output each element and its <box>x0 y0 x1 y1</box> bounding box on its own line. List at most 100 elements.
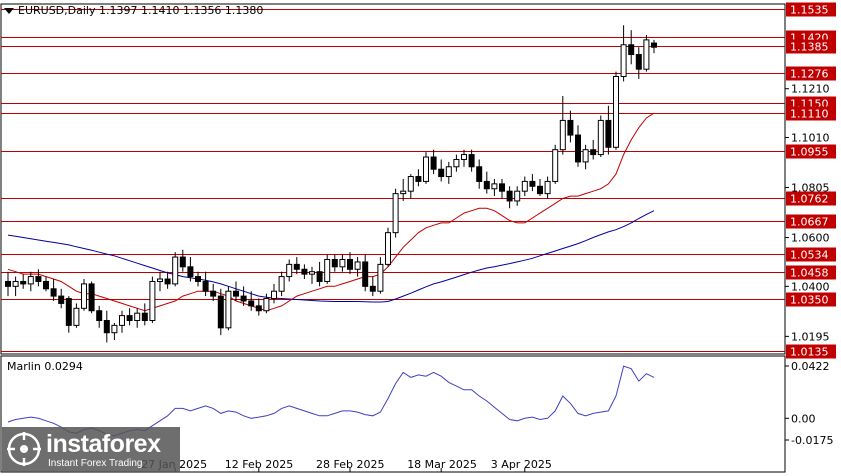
candle-body <box>271 290 277 300</box>
candle-body <box>316 271 323 282</box>
candle-body <box>362 261 369 287</box>
level-label-bg <box>786 191 836 206</box>
candle-body <box>187 266 194 278</box>
candle-body <box>377 263 384 292</box>
candle-body <box>613 76 619 148</box>
logo-name: instaforex <box>46 430 161 458</box>
candle-body <box>103 320 110 334</box>
candle-body <box>331 259 338 268</box>
level-label: 1.0534 <box>790 249 829 262</box>
candle-body <box>651 42 657 48</box>
candle-body <box>354 261 361 270</box>
candle-body <box>453 158 460 168</box>
level-label-bg <box>786 39 836 54</box>
level-label-bg <box>786 292 836 307</box>
level-label-bg <box>786 106 836 121</box>
candle-body <box>445 166 452 178</box>
price-tick-label: 1.0805 <box>791 182 830 195</box>
candle-body <box>88 283 95 312</box>
level-label-bg <box>786 344 836 359</box>
candle-body <box>506 190 513 202</box>
dropdown-triangle-icon[interactable] <box>4 8 14 14</box>
candle-body <box>461 154 467 160</box>
logo-tagline: Instant Forex Trading <box>48 458 143 469</box>
candle-body <box>65 298 72 326</box>
candle-body <box>491 183 498 190</box>
candle-body <box>392 193 399 234</box>
price-tick-label: 1.0400 <box>791 280 830 293</box>
level-label-bg <box>786 247 836 262</box>
level-label: 1.0762 <box>790 193 829 206</box>
candle-body <box>164 278 171 285</box>
candle-body <box>514 190 521 202</box>
level-label: 1.0350 <box>790 294 829 307</box>
date-tick-label: 12 Feb 2025 <box>225 458 293 471</box>
candle-body <box>217 295 224 329</box>
candle-body <box>324 259 331 282</box>
candle-body <box>582 149 589 163</box>
level-label-bg <box>786 66 836 81</box>
level-label-bg <box>786 2 836 17</box>
candle-body <box>347 259 353 270</box>
oscillator-tick-label: -0.0175 <box>791 434 833 447</box>
candle-body <box>605 119 612 148</box>
instaforex-logo: instaforex Instant Forex Trading <box>2 427 180 472</box>
candle-body <box>27 276 34 285</box>
candle-body <box>210 290 217 297</box>
candle-body <box>597 119 604 156</box>
candle-body <box>385 232 391 265</box>
candle-body <box>111 324 118 334</box>
candle-body <box>248 300 255 307</box>
candle-body <box>35 276 42 282</box>
level-label: 1.0667 <box>790 216 829 229</box>
candle-body <box>643 39 650 70</box>
candle-body <box>339 259 346 268</box>
candle-body <box>225 290 232 329</box>
candle-body <box>202 280 209 292</box>
symbol-header-text: EURUSD,Daily 1.1397 1.1410 1.1356 1.1380 <box>18 4 264 17</box>
candle-body <box>559 119 566 151</box>
price-tick-label: 1.0195 <box>791 330 830 343</box>
candle-body <box>590 149 597 156</box>
candle-body <box>628 44 635 56</box>
candle-body <box>369 285 376 292</box>
price-plot-frame <box>0 3 786 355</box>
candle-body <box>537 185 543 195</box>
date-tick-label: 3 Apr 2025 <box>491 458 552 471</box>
candle-body <box>529 180 536 187</box>
candle-body <box>476 166 483 182</box>
candle-body <box>544 180 551 195</box>
candle-body <box>499 183 505 192</box>
candle-body <box>73 307 80 326</box>
candle-body <box>233 290 239 297</box>
moving-average-fast <box>7 112 655 312</box>
candle-body <box>141 312 148 321</box>
candle-body <box>50 288 57 297</box>
price-tick-label: 1.1210 <box>791 83 830 96</box>
candle-body <box>521 180 528 192</box>
level-label: 1.1276 <box>790 68 829 81</box>
candle-body <box>172 256 179 285</box>
candle-body <box>58 295 65 304</box>
indicator-label: Marlin 0.0294 <box>7 360 83 373</box>
candle-body <box>255 305 262 312</box>
candle-body <box>126 315 133 321</box>
candle-body <box>195 276 201 282</box>
candle-body <box>415 176 422 182</box>
candle-body <box>635 54 642 70</box>
candle-body <box>483 180 490 190</box>
candle-body <box>286 263 293 278</box>
price-tick-label: 1.0600 <box>791 232 830 245</box>
candle-body <box>240 295 247 302</box>
price-tick-label: 1.1010 <box>791 132 830 145</box>
level-label: 1.1535 <box>790 4 829 17</box>
price-panel <box>0 3 786 355</box>
oscillator-tick-label: 0.00 <box>791 412 816 425</box>
candle-body <box>278 276 285 292</box>
candle-body <box>468 154 475 168</box>
candle-body <box>567 119 574 136</box>
level-label: 1.1110 <box>790 108 829 121</box>
candle-body <box>96 310 103 321</box>
candle-body <box>575 134 581 163</box>
logo-shape <box>2 427 180 472</box>
